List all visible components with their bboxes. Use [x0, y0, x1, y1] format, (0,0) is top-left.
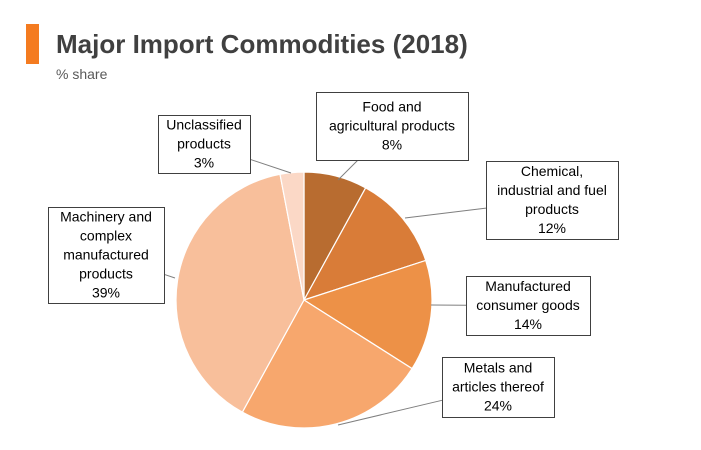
pie-slice-5 — [279, 171, 305, 301]
leader-line-4 — [163, 273, 176, 279]
pie-slice-2 — [302, 259, 433, 370]
slice-category-label-3: Metals and — [464, 360, 532, 376]
label-box-3 — [442, 357, 555, 418]
slice-value-label-5: 3% — [194, 155, 214, 171]
pie-slices — [175, 171, 433, 429]
slice-category-label-3: articles thereof — [452, 379, 544, 395]
label-box-5 — [158, 115, 251, 174]
slice-value-label-3: 24% — [484, 398, 512, 414]
slice-category-label-1: products — [525, 201, 579, 217]
chart-title: Major Import Commodities (2018) — [56, 29, 468, 59]
label-box-4 — [48, 207, 165, 304]
slice-category-label-1: Chemical, — [521, 163, 583, 179]
leader-line-1 — [404, 207, 487, 219]
title-accent-bar — [26, 24, 39, 64]
label-box-2 — [466, 276, 591, 336]
slice-value-label-1: 12% — [538, 220, 566, 236]
slice-value-label-0: 8% — [382, 137, 402, 153]
label-box-1 — [486, 161, 619, 240]
label-box-0 — [316, 92, 469, 161]
slice-category-label-4: complex — [80, 228, 132, 244]
slice-category-label-0: Food and — [362, 99, 421, 115]
pie-slice-4 — [175, 173, 305, 413]
slice-category-label-5: products — [177, 136, 231, 152]
slice-category-label-4: Machinery and — [60, 209, 152, 225]
pie-slice-3 — [241, 299, 413, 429]
slice-category-label-4: products — [79, 266, 133, 282]
slice-category-label-5: Unclassified — [166, 117, 241, 133]
leader-line-5 — [249, 158, 292, 174]
leader-line-3 — [337, 399, 443, 426]
slice-value-label-4: 39% — [92, 285, 120, 301]
slice-category-label-1: industrial and fuel — [497, 182, 607, 198]
slice-category-label-4: manufactured — [63, 247, 149, 263]
chart-subtitle: % share — [56, 66, 108, 82]
pie-labels: Food and agricultural products 8% Chemical,… — [48, 92, 619, 426]
pie-slice-1 — [302, 187, 427, 302]
leader-line-0 — [337, 159, 359, 181]
slice-category-label-2: Manufactured — [485, 278, 571, 294]
slice-category-label-2: consumer goods — [476, 297, 580, 313]
slice-value-label-2: 14% — [514, 316, 542, 332]
slice-category-label-0: agricultural products — [329, 118, 455, 134]
